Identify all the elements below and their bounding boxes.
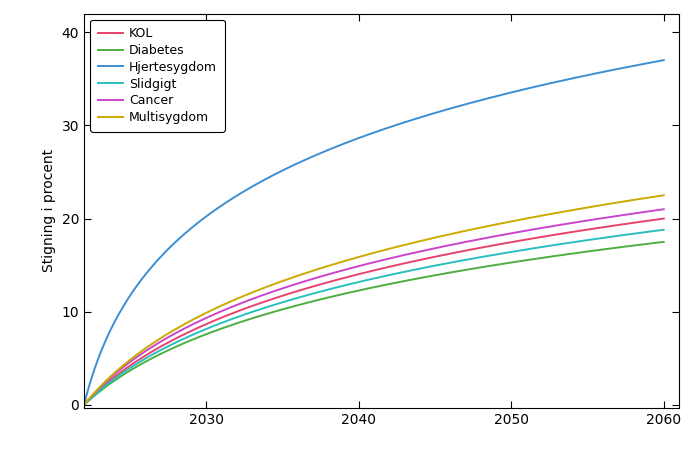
Line: KOL: KOL <box>84 218 664 405</box>
Diabetes <box>355 288 363 293</box>
Multisygdom <box>645 195 654 200</box>
Hjertesygdom <box>659 58 668 63</box>
KOL <box>355 271 363 277</box>
Slidgigt <box>358 278 367 284</box>
Multisygdom <box>80 402 88 408</box>
Cancer <box>80 402 88 408</box>
Diabetes <box>645 241 654 246</box>
Cancer <box>393 254 402 259</box>
Hjertesygdom <box>358 134 367 139</box>
Diabetes <box>358 287 367 292</box>
KOL <box>80 402 88 408</box>
Cancer <box>555 222 564 228</box>
Slidgigt <box>80 402 88 408</box>
Multisygdom <box>358 253 367 259</box>
Hjertesygdom <box>425 112 433 117</box>
KOL <box>659 216 668 221</box>
Slidgigt <box>393 270 402 276</box>
Multisygdom <box>659 193 668 198</box>
Diabetes <box>555 253 564 258</box>
Slidgigt <box>659 227 668 232</box>
Multisygdom <box>393 244 402 249</box>
Hjertesygdom <box>355 135 363 140</box>
Line: Multisygdom: Multisygdom <box>84 195 664 405</box>
Hjertesygdom <box>555 78 564 84</box>
Hjertesygdom <box>645 60 654 66</box>
Y-axis label: Stigning i procent: Stigning i procent <box>42 149 56 272</box>
Diabetes <box>80 402 88 408</box>
Hjertesygdom <box>393 122 402 127</box>
Line: Diabetes: Diabetes <box>84 242 664 405</box>
KOL <box>555 231 564 237</box>
Cancer <box>358 262 367 268</box>
Cancer <box>659 207 668 212</box>
KOL <box>645 218 654 223</box>
Cancer <box>355 263 363 269</box>
Slidgigt <box>355 279 363 284</box>
Line: Slidgigt: Slidgigt <box>84 230 664 405</box>
KOL <box>393 262 402 268</box>
Diabetes <box>393 280 402 285</box>
Cancer <box>425 247 433 252</box>
Hjertesygdom <box>80 402 88 408</box>
Multisygdom <box>355 254 363 260</box>
Legend: KOL, Diabetes, Hjertesygdom, Slidgigt, Cancer, Multisygdom: KOL, Diabetes, Hjertesygdom, Slidgigt, C… <box>90 20 225 131</box>
Diabetes <box>425 274 433 279</box>
Slidgigt <box>645 229 654 234</box>
Multisygdom <box>425 236 433 242</box>
Slidgigt <box>555 241 564 247</box>
KOL <box>358 270 367 276</box>
Slidgigt <box>425 264 433 270</box>
KOL <box>425 255 433 261</box>
Diabetes <box>659 239 668 245</box>
Line: Cancer: Cancer <box>84 209 664 405</box>
Cancer <box>645 208 654 214</box>
Multisygdom <box>555 210 564 215</box>
Line: Hjertesygdom: Hjertesygdom <box>84 60 664 405</box>
